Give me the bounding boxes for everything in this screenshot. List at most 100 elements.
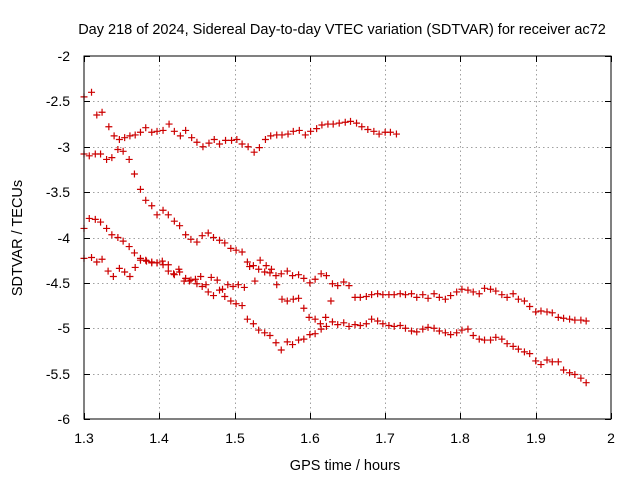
data-point [475, 335, 483, 343]
data-point [577, 374, 585, 382]
data-point [115, 135, 123, 143]
data-point [209, 234, 217, 241]
data-point [213, 276, 221, 284]
grid [84, 56, 611, 419]
data-point [566, 369, 574, 377]
data-point [142, 196, 150, 204]
data-point [509, 342, 517, 350]
data-point [216, 236, 224, 244]
data-point [273, 281, 281, 289]
data-point [148, 128, 156, 136]
data-point [277, 270, 285, 278]
data-point [114, 234, 122, 241]
data-point [193, 138, 201, 146]
data-point [256, 256, 264, 264]
data-point [335, 119, 343, 127]
data-point [207, 273, 215, 281]
data-point [487, 285, 495, 293]
data-point [560, 314, 568, 322]
data-point [301, 131, 309, 139]
data-point [306, 331, 314, 339]
data-point [148, 202, 156, 210]
data-point [278, 295, 286, 303]
data-point [85, 214, 93, 222]
data-point [295, 271, 303, 279]
data-point [543, 356, 551, 364]
data-point [481, 284, 489, 292]
data-point [267, 265, 275, 273]
data-point [272, 339, 280, 347]
data-point [413, 293, 421, 301]
data-point [447, 292, 455, 300]
data-point [392, 130, 400, 138]
data-point [262, 262, 270, 270]
x-tick-label: 2 [607, 430, 615, 446]
data-point [351, 321, 359, 329]
data-point [311, 315, 319, 323]
data-point [126, 132, 134, 140]
data-point [109, 273, 117, 281]
data-point [277, 346, 285, 354]
data-point [193, 238, 201, 246]
data-point [475, 290, 483, 298]
data-point [441, 329, 449, 337]
data-point [108, 231, 116, 239]
data-point [222, 136, 230, 144]
y-tick-label: -6 [58, 411, 71, 427]
data-point [413, 328, 421, 336]
data-point [328, 318, 336, 326]
data-point [85, 152, 93, 160]
data-point [334, 321, 342, 329]
data-point [170, 271, 178, 279]
data-point [379, 320, 387, 328]
data-point [93, 111, 101, 119]
data-point [175, 265, 183, 273]
data-point [131, 131, 139, 139]
data-point [322, 313, 330, 321]
data-point [170, 270, 178, 278]
data-point [125, 155, 133, 163]
data-point [284, 130, 292, 138]
data-point [289, 127, 297, 135]
data-point [188, 134, 196, 142]
data-point [396, 322, 404, 330]
axis-ticks: 1.3 1.4 1.5 1.6 1.7 1.8 1.9 2 -2 -2.5 -3 -3.5 -4 -4.5… [46, 48, 615, 446]
data-point [341, 118, 349, 126]
data-point [289, 272, 297, 280]
data-point [362, 292, 370, 300]
x-tick-label: 1.3 [74, 430, 94, 446]
data-point [469, 288, 477, 296]
data-point [340, 319, 348, 327]
data-point [345, 282, 353, 290]
data-point [537, 307, 545, 315]
data-point [300, 274, 308, 282]
series-middle [80, 214, 590, 387]
data-point [566, 315, 574, 323]
data-point [238, 248, 246, 256]
data-point [318, 121, 326, 129]
data-point [435, 327, 443, 335]
data-point [153, 127, 161, 135]
data-point [232, 246, 240, 254]
data-point [498, 291, 506, 299]
data-point [142, 124, 150, 132]
data-point [185, 277, 193, 285]
data-point [289, 341, 297, 349]
data-point [532, 357, 540, 365]
x-tick-label: 1.9 [526, 430, 546, 446]
data-point [176, 222, 184, 230]
series-descending [80, 145, 590, 325]
data-point [424, 323, 432, 331]
data-point [205, 139, 213, 147]
data-point [93, 258, 101, 266]
data-point [105, 123, 113, 131]
data-point [345, 322, 353, 330]
data-point [368, 315, 376, 323]
data-point [327, 297, 335, 305]
data-point [334, 282, 342, 290]
data-point [103, 224, 111, 232]
data-point [492, 333, 500, 341]
data-point [390, 291, 398, 299]
data-point [228, 136, 236, 144]
data-point [407, 327, 415, 335]
